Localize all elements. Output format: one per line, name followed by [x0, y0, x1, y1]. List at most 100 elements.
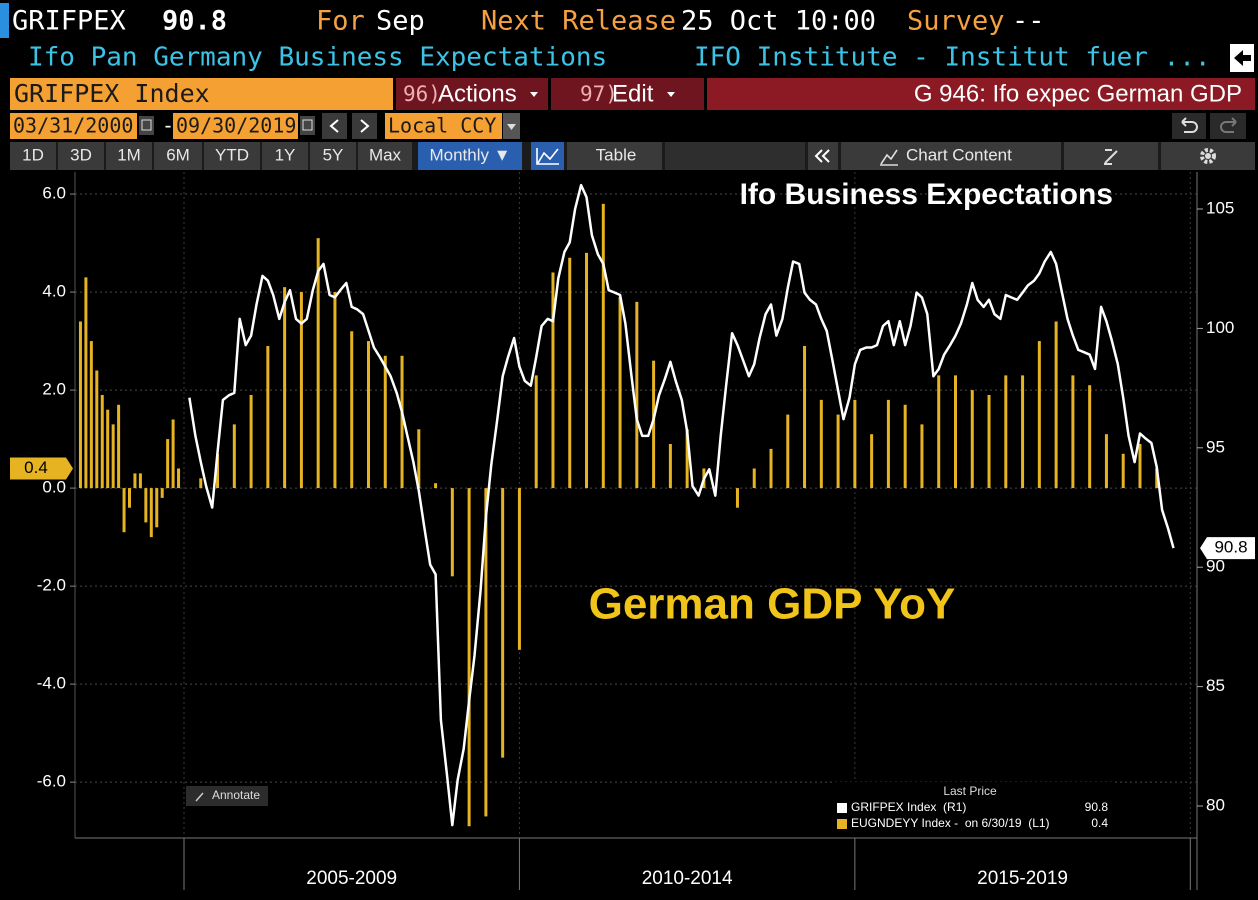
- bar: [853, 399, 857, 489]
- actions-menu[interactable]: 96) Actions: [396, 78, 548, 110]
- bar: [122, 488, 126, 533]
- currency: Local CCY: [388, 114, 496, 138]
- range-buttons: 1D 3D 1M 6M YTD 1Y 5Y Max: [10, 142, 412, 170]
- range-button[interactable]: 6M: [154, 142, 202, 170]
- bar: [484, 488, 488, 817]
- start-date-field[interactable]: 03/31/2000: [10, 113, 137, 139]
- undo-button[interactable]: [1172, 113, 1206, 139]
- menu-label: Edit: [612, 80, 654, 107]
- next-button[interactable]: [352, 113, 377, 139]
- bar: [668, 443, 672, 489]
- last-value-label: 90.8: [1214, 538, 1247, 557]
- field-box: [385, 113, 502, 139]
- menu-box: [551, 78, 704, 110]
- bar: [601, 203, 605, 489]
- legend-swatch: [837, 819, 847, 829]
- field-box: [10, 78, 393, 110]
- button-box: [352, 113, 377, 139]
- bar: [89, 341, 93, 489]
- y2-tick-label: 95: [1206, 437, 1225, 456]
- table-button[interactable]: Table: [567, 142, 662, 170]
- frequency-button[interactable]: Monthly ▼: [418, 142, 522, 170]
- bar: [501, 488, 505, 758]
- button-label: 5Y: [323, 145, 344, 164]
- bar: [568, 257, 572, 489]
- bar: [95, 370, 99, 489]
- field-box: [173, 113, 298, 139]
- button-label: 1D: [22, 145, 44, 164]
- edit-button[interactable]: [1064, 142, 1158, 170]
- redo-button[interactable]: [1210, 113, 1246, 139]
- range-button[interactable]: 3D: [58, 142, 104, 170]
- for-label: For: [316, 6, 365, 37]
- bar: [177, 468, 181, 489]
- range-button[interactable]: 1D: [10, 142, 56, 170]
- bar: [769, 448, 773, 489]
- y-tick-label: 0.0: [42, 478, 66, 497]
- date-separator: -: [162, 114, 174, 138]
- bar: [735, 488, 739, 508]
- bar: [585, 252, 589, 489]
- range-button[interactable]: Max: [358, 142, 412, 170]
- focus-bar: [0, 3, 9, 38]
- menu-caret: [530, 92, 538, 97]
- bar: [417, 429, 421, 489]
- export-icon[interactable]: [1230, 44, 1254, 72]
- range-button[interactable]: 5Y: [310, 142, 356, 170]
- bar: [199, 478, 203, 489]
- annotation: German GDP YoY: [589, 580, 956, 629]
- prev-button[interactable]: [322, 113, 347, 139]
- settings-button[interactable]: [1161, 142, 1255, 170]
- range-button[interactable]: 1Y: [262, 142, 308, 170]
- bar: [635, 301, 639, 489]
- bar: [752, 468, 756, 489]
- menu-code: 97): [580, 82, 618, 106]
- button-label: 1M: [117, 145, 141, 164]
- collapse-button[interactable]: [808, 142, 838, 170]
- undo-glyph: [1181, 117, 1198, 133]
- last-value-tag: [10, 457, 73, 480]
- y-tick-label: 6.0: [42, 184, 66, 203]
- line: [188, 183, 1175, 827]
- icon-arrow: [1234, 50, 1251, 66]
- annotate-button[interactable]: Annotate: [186, 786, 268, 806]
- end-date-field[interactable]: 09/30/2019: [173, 113, 298, 139]
- bar: [1021, 375, 1025, 489]
- range-button[interactable]: 1M: [106, 142, 152, 170]
- bar: [1037, 341, 1041, 489]
- range-button[interactable]: YTD: [204, 142, 260, 170]
- calendar-icon[interactable]: [139, 116, 154, 135]
- edit-menu[interactable]: 97) Edit: [551, 78, 704, 110]
- legend-title: Last Price: [943, 784, 997, 798]
- y-tick-label: 2.0: [42, 380, 66, 399]
- bar: [316, 238, 320, 489]
- redo-glyph: [1220, 117, 1237, 133]
- security-field[interactable]: GRIFPEX Index: [10, 78, 393, 110]
- end-date: 09/30/2019: [176, 114, 296, 138]
- legend-swatch: [837, 803, 847, 813]
- chart-content-button[interactable]: Chart Content: [841, 142, 1061, 170]
- legend-value: 0.4: [1091, 816, 1108, 830]
- bar: [78, 321, 82, 489]
- gear-hub: [1205, 153, 1211, 159]
- bar: [160, 488, 164, 498]
- bar: [128, 488, 131, 508]
- calendar-icon[interactable]: [300, 116, 315, 135]
- last-value-tag: [1200, 537, 1255, 560]
- x-tick-label: 2005-2009: [306, 868, 397, 889]
- bar: [366, 341, 370, 489]
- icon-box: [139, 116, 154, 135]
- currency-field[interactable]: Local CCY: [385, 113, 520, 139]
- button-label: Chart Content: [906, 145, 1012, 164]
- ticker: GRIFPEX: [12, 6, 126, 37]
- bar: [138, 473, 142, 489]
- button-label: YTD: [215, 145, 249, 164]
- button-box: [10, 142, 56, 170]
- y2-tick-label: 80: [1206, 795, 1225, 814]
- x-tick-label: 2015-2019: [977, 868, 1068, 889]
- security-text: GRIFPEX Index: [14, 79, 210, 108]
- chart-type-button[interactable]: [531, 142, 564, 170]
- last-price: 90.8: [162, 6, 227, 37]
- button-box: [262, 142, 308, 170]
